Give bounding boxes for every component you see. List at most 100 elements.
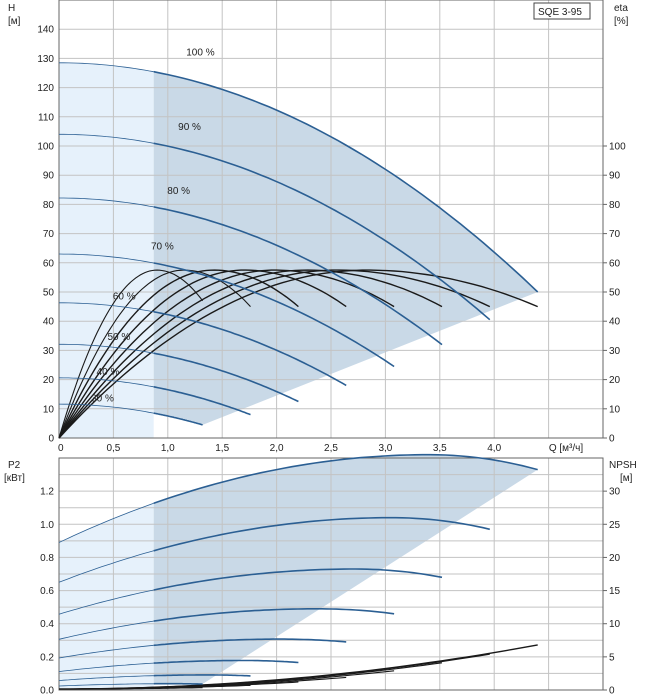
model-label: SQE 3-95: [538, 7, 582, 18]
head-tick-label: 140: [37, 25, 54, 36]
eta-axis-unit: [%]: [614, 16, 629, 27]
power-low-flow-region: [59, 503, 154, 690]
power-curve: [153, 608, 395, 622]
power-plot-frame: [58, 457, 604, 691]
speed-percent-label: 90 %: [178, 122, 201, 133]
speed-percent-label: 100 %: [186, 47, 214, 58]
head-curve-low-flow: [58, 377, 154, 388]
head-plot-frame: [58, 0, 604, 439]
flow-tick-label: 0,5: [106, 443, 120, 454]
npsh-curve: [59, 687, 203, 690]
power-tick-label: 0.6: [40, 586, 54, 597]
power-curve: [153, 674, 251, 677]
efficiency-curve: [58, 269, 395, 439]
power-curve: [153, 638, 347, 647]
power-curve-low-flow: [58, 683, 154, 687]
head-tick-label: 110: [38, 112, 54, 123]
head-axis-unit: [м]: [8, 16, 21, 27]
speed-percent-label: 70 %: [151, 242, 174, 253]
power-tick-label: 1.2: [40, 487, 54, 498]
eta-tick-label: 80: [609, 200, 621, 211]
npsh-tick-label: 0: [609, 686, 615, 697]
power-tick-label: 0.4: [40, 619, 54, 630]
speed-percent-label: 30 %: [91, 394, 114, 405]
power-curve-low-flow: [58, 502, 154, 543]
head-curve: [153, 142, 491, 321]
npsh-tick-label: 5: [609, 652, 615, 663]
eta-tick-label: 30: [609, 346, 621, 357]
eta-tick-label: 0: [609, 434, 615, 445]
efficiency-curve: [58, 269, 204, 439]
head-curve-low-flow: [58, 403, 154, 414]
power-curve: [153, 568, 443, 591]
power-curve-low-flow: [58, 620, 154, 640]
eta-tick-label: 70: [609, 229, 621, 240]
speed-percent-label: 80 %: [167, 186, 190, 197]
head-axis-label: H: [8, 3, 15, 14]
efficiency-curve: [58, 269, 443, 439]
head-curve: [153, 262, 395, 368]
npsh-tick-label: 30: [609, 487, 621, 498]
power-tick-label: 1.0: [40, 520, 54, 531]
head-curve-low-flow: [59, 197, 154, 208]
flow-tick-label: 2,0: [270, 443, 284, 454]
power-curve: [153, 516, 490, 552]
power-curve-low-flow: [58, 644, 154, 659]
eta-tick-label: 100: [609, 142, 626, 153]
head-curve: [153, 311, 347, 387]
head-curve-low-flow: [59, 302, 154, 313]
head-tick-label: 120: [37, 83, 54, 94]
head-tick-label: 70: [43, 229, 55, 240]
power-curve: [153, 659, 299, 664]
head-curve: [153, 352, 299, 403]
eta-tick-label: 40: [609, 317, 621, 328]
flow-tick-label: Q [м³/ч]: [549, 443, 584, 454]
speed-percent-label: 60 %: [113, 291, 136, 302]
head-curve-low-flow: [58, 253, 154, 264]
head-tick-label: 60: [43, 258, 55, 269]
flow-tick-label: 2,5: [324, 443, 338, 454]
eta-tick-label: 60: [609, 258, 621, 269]
head-tick-label: 90: [43, 171, 55, 182]
head-tick-label: 40: [43, 317, 55, 328]
speed-percent-label: 50 %: [107, 332, 130, 343]
flow-tick-label: 1,0: [161, 443, 175, 454]
npsh-axis-label: NPSH: [609, 460, 637, 471]
head-curve-low-flow: [59, 62, 154, 73]
eta-tick-label: 90: [609, 171, 621, 182]
flow-tick-label: 3,0: [378, 443, 392, 454]
flow-tick-label: 0: [58, 443, 64, 454]
npsh-axis-unit: [м]: [620, 473, 633, 484]
speed-percent-label: 40 %: [97, 367, 120, 378]
head-tick-label: 100: [37, 142, 54, 153]
head-low-flow-region: [59, 62, 154, 439]
power-axis-label: P2: [8, 460, 21, 471]
head-curve: [153, 412, 203, 426]
head-tick-label: 10: [43, 404, 55, 415]
head-curve: [153, 386, 251, 416]
head-tick-label: 130: [37, 54, 54, 65]
head-curve-low-flow: [59, 343, 154, 354]
eta-axis-label: eta: [614, 3, 628, 14]
npsh-tick-label: 20: [609, 553, 621, 564]
npsh-tick-label: 25: [609, 520, 621, 531]
efficiency-curve: [58, 269, 347, 439]
flow-tick-label: 1,5: [215, 443, 229, 454]
npsh-tick-label: 15: [609, 586, 621, 597]
head-tick-label: 0: [48, 434, 54, 445]
head-chart-panel: 100 % 90 % 80 % 70 % 60 % 50 % 40 % 30 % 0 10 20 30…: [37, 0, 626, 454]
efficiency-curve: [58, 269, 299, 439]
head-curve: [153, 70, 539, 293]
power-tick-label: 0.2: [40, 652, 54, 663]
efficiency-curve: [58, 269, 491, 439]
model-label-box: [533, 2, 591, 20]
flow-tick-label: 4,0: [487, 443, 501, 454]
power-curve: [153, 453, 538, 505]
power-curve-low-flow: [58, 675, 154, 681]
head-tick-label: 80: [43, 200, 55, 211]
power-curve-low-flow: [58, 550, 154, 583]
power-chart-panel: 0.0 0.2 0.4 0.6 0.8 1.0 1.2 0 5 10 15 20 25 30: [40, 453, 621, 697]
eta-tick-label: 20: [609, 375, 621, 386]
npsh-tick-label: 10: [609, 619, 621, 630]
